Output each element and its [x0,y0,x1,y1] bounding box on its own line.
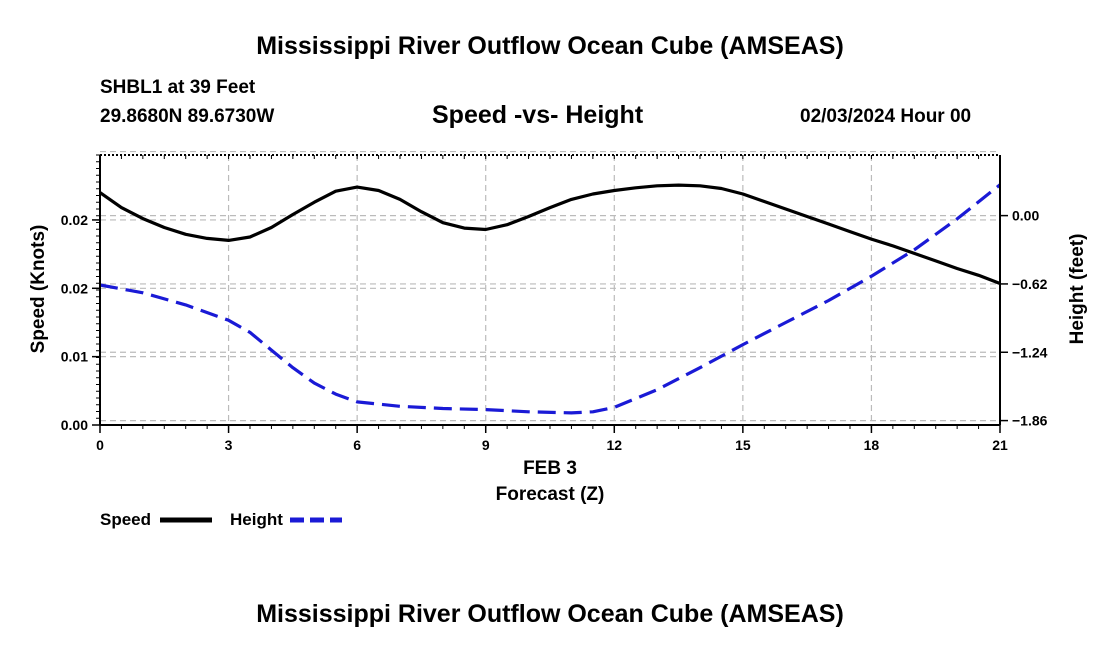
grid-layer [100,150,1000,426]
series-layer [99,183,1001,415]
x-tick-label: 18 [864,437,880,453]
y-tick-label: 0.01 [61,349,88,365]
chart-canvas: 0 3 6 9 12 15 18 21 0.00 0.01 0.02 0.02 −1.86 −1.24 −0… [28,150,1088,529]
legend-label-height: Height [230,510,283,529]
x-tick-label: 3 [225,437,233,453]
x-tick-label: 0 [96,437,104,453]
x-date-label: FEB 3 [523,458,577,479]
y-tick-label: 0.00 [61,417,88,433]
x-tick-label: 12 [606,437,622,453]
legend-label-speed: Speed [100,510,151,529]
y2-tick-label: 0.00 [1012,208,1039,224]
y-tick-label: 0.02 [61,212,88,228]
chart-title: Mississippi River Outflow Ocean Cube (AM… [256,32,844,60]
series-line-speed [99,183,1001,285]
datetime-label: 02/03/2024 Hour 00 [800,106,972,127]
axis-layer [92,154,1008,433]
x-tick-label: 6 [353,437,361,453]
x-axis-title: Forecast (Z) [496,484,605,505]
label-layer: 0 3 6 9 12 15 18 21 0.00 0.01 0.02 0.02 −1.86 −1.24 −0… [61,208,1048,453]
legend: Speed Height [100,510,342,529]
y2-tick-label: −0.62 [1012,276,1048,292]
x-tick-label: 15 [735,437,751,453]
chart-subtitle: Speed -vs- Height [432,101,644,129]
footer-title: Mississippi River Outflow Ocean Cube (AM… [256,600,844,628]
series-line-height [99,183,1001,415]
coordinates-label: 29.8680N 89.6730W [100,106,275,127]
y2-tick-label: −1.24 [1012,344,1048,360]
x-tick-label: 21 [992,437,1008,453]
station-label: SHBL1 at 39 Feet [100,77,256,98]
y2-tick-label: −1.86 [1012,413,1048,429]
y2-axis-title: Height (feet) [1067,234,1088,345]
y-tick-label: 0.02 [61,280,88,296]
x-tick-label: 9 [482,437,490,453]
y-axis-title: Speed (Knots) [28,225,49,354]
